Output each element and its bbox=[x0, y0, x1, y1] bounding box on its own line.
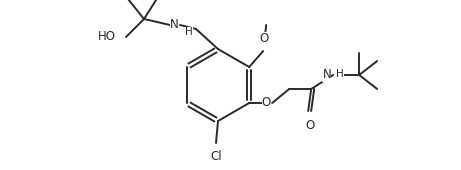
Text: HO: HO bbox=[98, 30, 116, 44]
Text: O: O bbox=[261, 97, 271, 109]
Text: O: O bbox=[306, 119, 315, 132]
Text: H: H bbox=[185, 27, 193, 37]
Text: Cl: Cl bbox=[210, 150, 222, 163]
Text: O: O bbox=[260, 32, 269, 45]
Text: H: H bbox=[336, 69, 344, 79]
Text: N: N bbox=[170, 19, 179, 31]
Text: N: N bbox=[322, 69, 331, 81]
